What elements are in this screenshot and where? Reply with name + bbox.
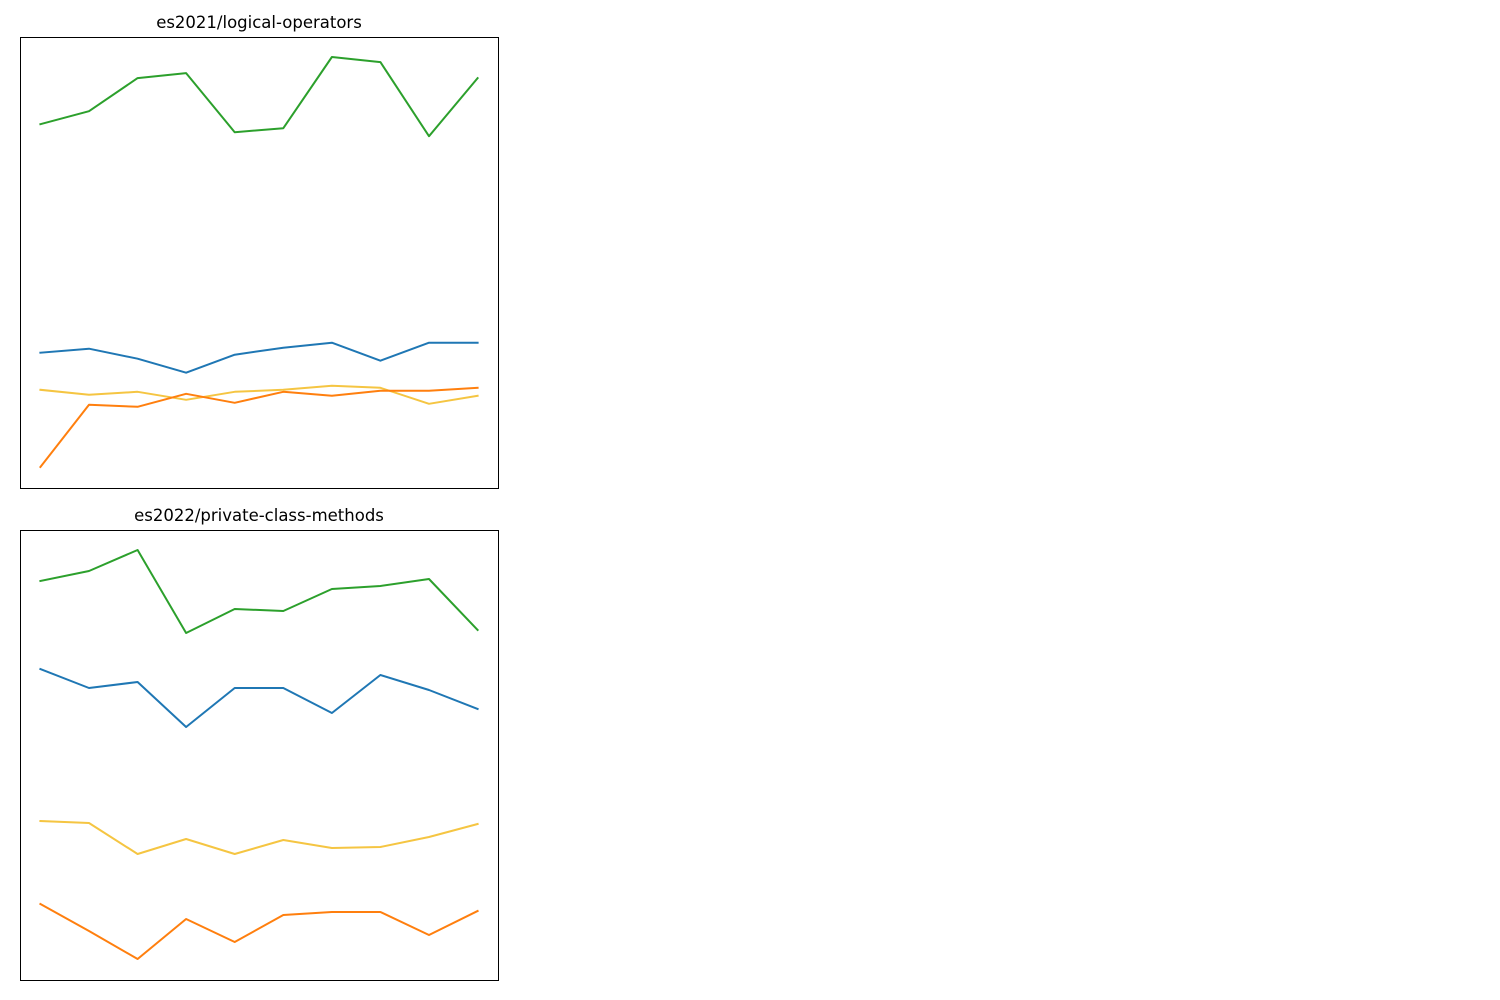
series-group [38, 56, 480, 469]
series-group [39, 549, 480, 960]
series-line-4 [39, 902, 479, 960]
chart-title: es2021/logical-operators [156, 13, 362, 32]
series-line-3 [39, 384, 479, 405]
series-line-2 [39, 341, 479, 374]
plot-frame [20, 37, 499, 489]
chart-panel-logical-operators: es2021/logical-operators [20, 13, 499, 489]
series-line-2 [39, 667, 479, 728]
series-line-3 [39, 819, 479, 855]
series-line-1 [39, 549, 480, 634]
chart-title: es2022/private-class-methods [134, 506, 384, 525]
chart-panel-private-class-methods: es2022/private-class-methods [20, 506, 499, 981]
series-line-4 [38, 386, 479, 469]
plot-frame [20, 530, 499, 981]
series-line-1 [39, 56, 480, 138]
